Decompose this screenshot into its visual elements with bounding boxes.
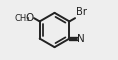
Text: N: N	[77, 34, 85, 44]
Text: O: O	[25, 13, 34, 23]
Text: CH₃: CH₃	[15, 14, 30, 23]
Text: Br: Br	[76, 7, 87, 17]
